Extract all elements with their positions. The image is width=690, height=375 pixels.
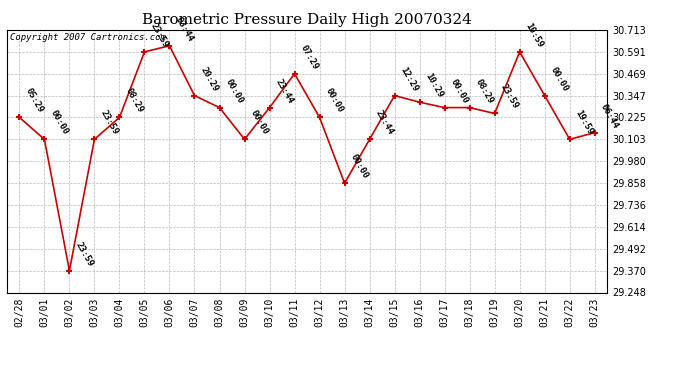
Text: 00:00: 00:00 <box>248 109 270 136</box>
Text: 23:44: 23:44 <box>274 77 295 105</box>
Text: 00:00: 00:00 <box>549 65 570 93</box>
Text: Copyright 2007 Cartronics.com: Copyright 2007 Cartronics.com <box>10 33 166 42</box>
Text: 20:29: 20:29 <box>199 65 220 93</box>
Title: Barometric Pressure Daily High 20070324: Barometric Pressure Daily High 20070324 <box>142 13 472 27</box>
Text: 00:00: 00:00 <box>348 153 370 180</box>
Text: 23:59: 23:59 <box>99 109 120 136</box>
Text: 03:44: 03:44 <box>174 15 195 43</box>
Text: 23:59: 23:59 <box>74 240 95 268</box>
Text: 08:29: 08:29 <box>474 77 495 105</box>
Text: 10:29: 10:29 <box>424 72 445 99</box>
Text: 07:29: 07:29 <box>299 43 320 71</box>
Text: 00:00: 00:00 <box>324 87 345 115</box>
Text: 12:29: 12:29 <box>399 65 420 93</box>
Text: 00:00: 00:00 <box>224 77 245 105</box>
Text: 23:59: 23:59 <box>148 21 170 49</box>
Text: 00:00: 00:00 <box>448 77 470 105</box>
Text: 06:44: 06:44 <box>599 102 620 130</box>
Text: 23:44: 23:44 <box>374 109 395 136</box>
Text: 19:59: 19:59 <box>574 109 595 136</box>
Text: 05:29: 05:29 <box>23 87 45 115</box>
Text: 23:59: 23:59 <box>499 83 520 111</box>
Text: 08:29: 08:29 <box>124 87 145 115</box>
Text: 10:59: 10:59 <box>524 21 545 49</box>
Text: 00:00: 00:00 <box>48 109 70 136</box>
